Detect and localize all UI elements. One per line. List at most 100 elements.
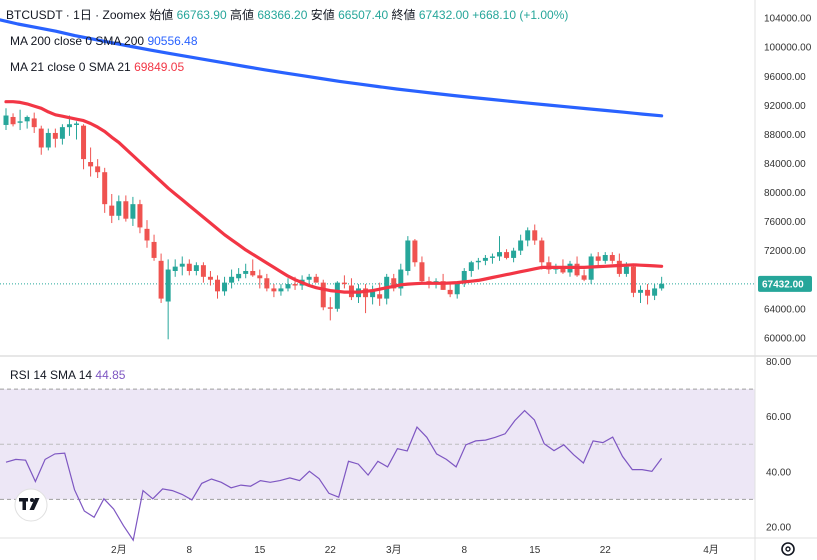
candle-body bbox=[10, 116, 16, 125]
candle-body bbox=[454, 282, 460, 295]
svg-text:RSI 14 SMA 14 4: RSI 14 SMA 14 44.85 bbox=[10, 368, 126, 382]
candle bbox=[461, 268, 467, 287]
candle-body bbox=[3, 115, 9, 125]
candle bbox=[511, 247, 517, 263]
candle bbox=[546, 256, 552, 274]
candle-body bbox=[250, 270, 256, 276]
candle bbox=[38, 125, 44, 155]
candle bbox=[370, 285, 376, 305]
candle-body bbox=[391, 278, 397, 289]
candle bbox=[172, 259, 178, 277]
settings-gear-icon[interactable] bbox=[781, 542, 795, 556]
candle-body bbox=[504, 252, 510, 258]
last-price-tag: 67432.00 bbox=[758, 275, 812, 292]
candle-body bbox=[334, 282, 340, 309]
price-tick-label: 84000.00 bbox=[764, 159, 806, 170]
candle bbox=[609, 252, 615, 264]
tradingview-logo[interactable] bbox=[14, 488, 48, 522]
candle-body bbox=[482, 257, 488, 261]
candle-body bbox=[74, 123, 79, 125]
candle-body bbox=[595, 256, 601, 261]
candle-body bbox=[489, 256, 495, 258]
candle-body bbox=[292, 284, 298, 286]
candle-body bbox=[320, 282, 326, 308]
candle bbox=[391, 273, 397, 292]
high-label: 高値 bbox=[230, 7, 254, 22]
price-tick-label: 60000.00 bbox=[764, 333, 806, 344]
ma200-line bbox=[0, 18, 664, 118]
candle-body bbox=[102, 172, 108, 205]
symbol[interactable]: BTCUSDT bbox=[6, 8, 63, 22]
candle bbox=[207, 270, 213, 286]
candle-body bbox=[468, 262, 474, 271]
candle-body bbox=[257, 275, 263, 279]
candle bbox=[327, 297, 333, 321]
open-value: 66763.90 bbox=[177, 8, 227, 22]
candle-body bbox=[81, 125, 87, 160]
ma21-legend-value: 69849.05 bbox=[134, 60, 184, 74]
candle-body bbox=[405, 240, 411, 271]
candle bbox=[285, 278, 291, 292]
price-tick-label: 64000.00 bbox=[764, 304, 806, 315]
candle-body bbox=[137, 204, 143, 228]
ma21-legend-label[interactable]: MA 21 close 0 SMA 21 bbox=[10, 60, 131, 74]
svg-text:MA 21 close 0 SMA 21: MA 21 close 0 SMA 21 69849.05 bbox=[10, 60, 184, 74]
candle bbox=[179, 256, 185, 276]
candle bbox=[3, 108, 9, 131]
candle-body bbox=[659, 283, 665, 289]
header-legend[interactable]: BTCUSDT · 1日 · Zoomex 始値 66763.90 高値 683… bbox=[6, 7, 568, 382]
rsi-axis[interactable]: 20.00 40.00 60.00 80.00 bbox=[766, 357, 791, 533]
candle bbox=[17, 109, 23, 131]
candle-body bbox=[151, 241, 157, 258]
candle-body bbox=[186, 263, 192, 271]
rsi-tick-label: 40.00 bbox=[766, 467, 791, 478]
candle-body bbox=[66, 124, 72, 128]
rsi-tick-label: 20.00 bbox=[766, 522, 791, 533]
candle-body bbox=[518, 240, 524, 251]
price-tick-label: 80000.00 bbox=[764, 188, 806, 199]
candle-body bbox=[645, 289, 651, 296]
candle bbox=[45, 128, 51, 151]
candle-body bbox=[497, 252, 502, 257]
rsi-legend-label[interactable]: RSI 14 SMA 14 bbox=[10, 368, 92, 382]
candle-body bbox=[200, 265, 206, 277]
candle bbox=[652, 284, 658, 301]
candle bbox=[222, 276, 228, 296]
candle-body bbox=[623, 266, 629, 274]
candle-body bbox=[539, 240, 545, 263]
candle-body bbox=[207, 276, 213, 280]
open-label: 始値 bbox=[149, 7, 173, 22]
candle-body bbox=[398, 269, 404, 289]
candle-body bbox=[377, 294, 383, 299]
rsi-line bbox=[5, 409, 663, 542]
price-axis[interactable]: 60000.0064000.0068000.0072000.0076000.00… bbox=[764, 14, 812, 345]
candle-body bbox=[243, 270, 249, 274]
candle-body bbox=[327, 307, 333, 309]
price-tick-label: 88000.00 bbox=[764, 130, 806, 141]
candle-body bbox=[412, 240, 418, 263]
candle-body bbox=[229, 276, 235, 283]
ma200-series bbox=[0, 18, 664, 118]
candle-body bbox=[123, 201, 129, 219]
candle-body bbox=[574, 263, 580, 276]
time-axis[interactable]: 2月 8 15 22 3月 8 15 22 4月 bbox=[111, 544, 719, 556]
candle-body bbox=[165, 269, 171, 302]
candle bbox=[630, 265, 636, 298]
candle bbox=[363, 284, 369, 314]
candle bbox=[595, 252, 601, 266]
ma21-series bbox=[4, 100, 664, 294]
candle bbox=[306, 273, 312, 285]
candle bbox=[59, 124, 65, 145]
ma200-legend-label[interactable]: MA 200 close 0 SMA 200 bbox=[10, 34, 144, 48]
candle-body bbox=[215, 279, 220, 292]
candle bbox=[419, 256, 425, 285]
candle-body bbox=[236, 273, 242, 279]
svg-text:BTCUSDT · 1日: BTCUSDT · 1日 · Zoomex 始値 66763.90 高値 683… bbox=[6, 7, 568, 22]
candle bbox=[109, 193, 115, 224]
candle bbox=[405, 236, 411, 276]
interval[interactable]: 1日 bbox=[73, 8, 92, 22]
candle bbox=[504, 249, 510, 260]
candle bbox=[588, 253, 594, 285]
low-label: 安値 bbox=[311, 7, 335, 22]
